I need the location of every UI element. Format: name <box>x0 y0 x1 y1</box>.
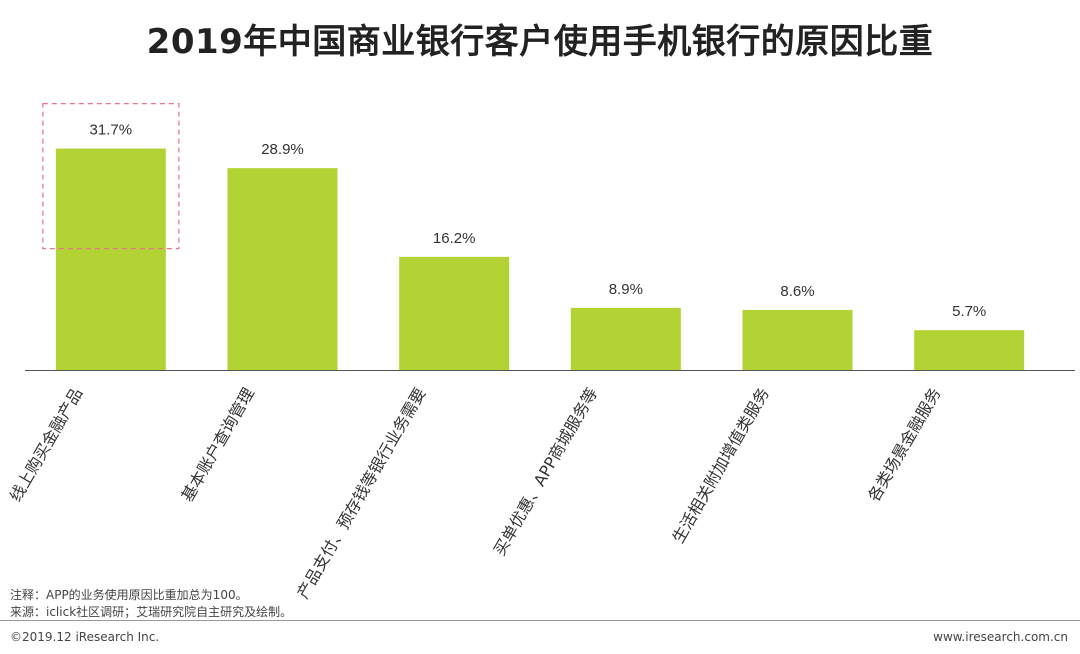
bar-value-label: 31.7% <box>90 122 133 139</box>
bar <box>55 148 166 370</box>
footer-divider <box>0 620 1080 621</box>
bar <box>914 330 1025 370</box>
bar-value-label: 16.2% <box>433 230 476 247</box>
bar <box>570 307 681 370</box>
category-label: 基本账户查询管理 <box>178 385 258 505</box>
category-label: 各类场景金融服务 <box>864 385 944 505</box>
bar-value-label: 5.7% <box>952 303 986 320</box>
footer-website: www.iresearch.com.cn <box>933 630 1068 644</box>
bar-value-label: 28.9% <box>261 141 304 158</box>
category-label: 买单优惠、APP商城服务等 <box>490 385 602 559</box>
highlight-box <box>42 102 180 250</box>
category-label: 产品支付、预存钱等银行业务需要 <box>293 385 429 601</box>
footer-copyright: ©2019.12 iResearch Inc. <box>10 630 160 644</box>
bar <box>399 256 510 370</box>
bar-value-label: 8.6% <box>780 283 814 300</box>
chart-source: 来源：iclick社区调研；艾瑞研究院自主研究及绘制。 <box>10 605 293 619</box>
bar-value-label: 8.9% <box>609 281 643 298</box>
category-label: 线上购买金融产品 <box>6 385 86 505</box>
category-label: 生活相关附加增值类服务 <box>669 385 773 547</box>
bar <box>227 168 338 370</box>
chart-note: 注释：APP的业务使用原因比重加总为100。 <box>10 588 248 602</box>
bar-chart: 31.7% 线上购买金融产品 28.9% 基本账户查询管理 16.2% 产品支付、预存钱等… <box>6 102 1075 601</box>
chart-title: 2019年中国商业银行客户使用手机银行的原因比重 <box>146 22 934 62</box>
bar <box>742 309 853 370</box>
